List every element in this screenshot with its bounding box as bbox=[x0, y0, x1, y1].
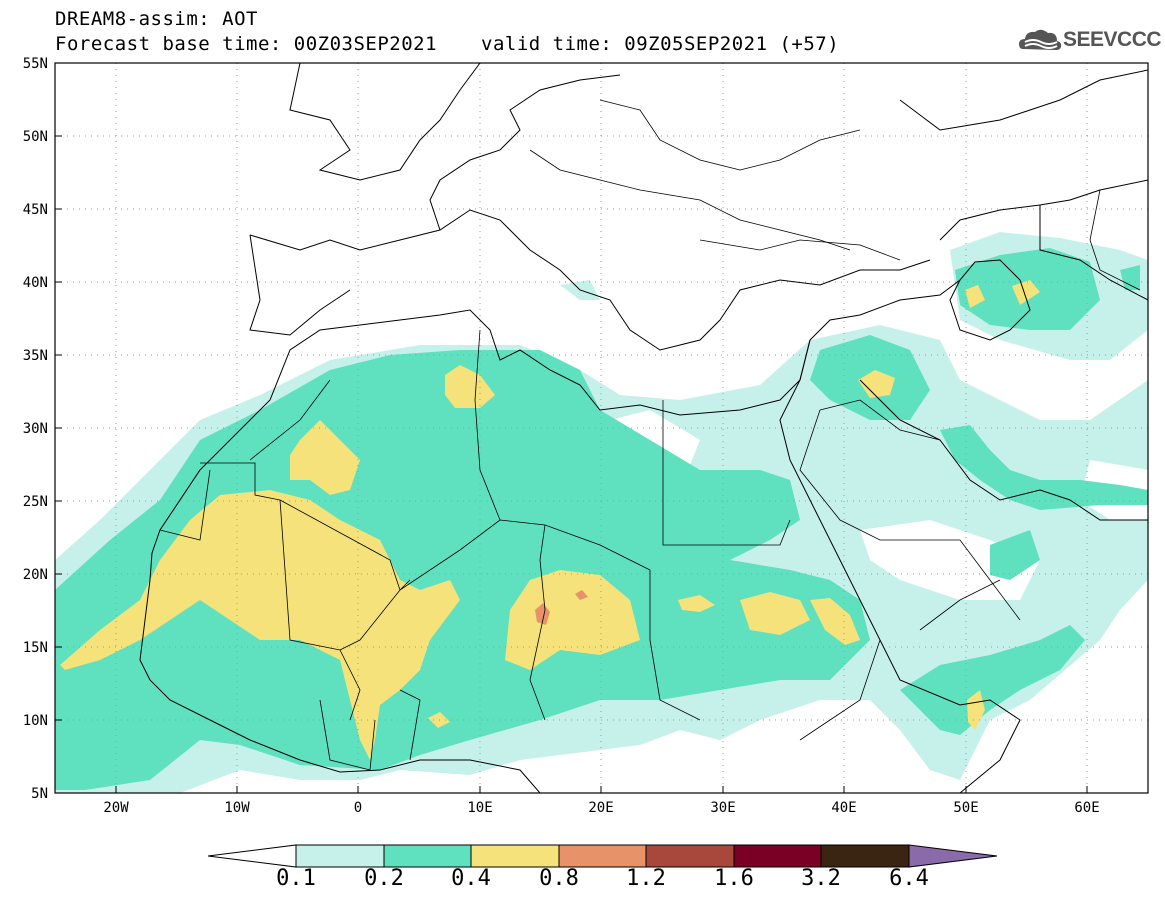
lon-label: 10E bbox=[467, 800, 492, 816]
logo-text: SEEVCCC bbox=[1063, 28, 1162, 51]
aot-level-0.4 bbox=[290, 420, 360, 495]
map-title: DREAM8-assim: AOT bbox=[55, 8, 258, 30]
lon-label: 40E bbox=[831, 800, 856, 816]
colorbar-tick-label: 0.1 bbox=[276, 866, 316, 891]
lon-label: 0 bbox=[354, 800, 362, 816]
lat-label: 45N bbox=[23, 202, 48, 218]
colorbar-tick-label: 0.8 bbox=[539, 866, 579, 891]
colorbar-segment bbox=[558, 844, 647, 868]
aot-level-0.4 bbox=[678, 595, 715, 612]
colorbar-segment bbox=[733, 844, 822, 868]
lat-label: 25N bbox=[23, 494, 48, 510]
lat-label: 30N bbox=[23, 421, 48, 437]
aot-level-0.4 bbox=[445, 365, 495, 408]
colorbar-segment bbox=[645, 844, 735, 868]
colorbar-tick-label: 1.6 bbox=[714, 866, 754, 891]
colorbar-tick-label: 1.2 bbox=[626, 866, 666, 891]
aot-level-0.2 bbox=[990, 530, 1040, 580]
colorbar-tick-label: 0.2 bbox=[364, 866, 404, 891]
lat-label: 20N bbox=[23, 567, 48, 583]
colorbar-tick-label: 0.4 bbox=[451, 866, 491, 891]
aot-level-0.4 bbox=[810, 598, 860, 645]
colorbar-tick-label: 6.4 bbox=[889, 866, 929, 891]
colorbar bbox=[207, 844, 998, 868]
aot-level-0.2 bbox=[900, 625, 1085, 735]
colorbar-segment bbox=[470, 844, 560, 868]
coastlines bbox=[139, 63, 1148, 793]
lat-label: 15N bbox=[23, 640, 48, 656]
country-borders bbox=[159, 99, 1141, 771]
colorbar-tick-label: 3.2 bbox=[801, 866, 841, 891]
lat-label: 35N bbox=[23, 348, 48, 364]
lat-label: 5N bbox=[31, 786, 48, 802]
aot-level-0.4 bbox=[858, 370, 895, 398]
aot-level-0.4 bbox=[965, 285, 985, 308]
lon-label: 50E bbox=[953, 800, 978, 816]
aot-level-0.2 bbox=[940, 425, 1148, 510]
lat-label: 40N bbox=[23, 275, 48, 291]
aot-level-0.2 bbox=[1120, 265, 1140, 290]
longitude-labels: 20W 10W 0 10E 20E 30E 40E 50E 60E bbox=[103, 800, 1099, 816]
lon-label: 10W bbox=[224, 800, 250, 816]
lat-label: 10N bbox=[23, 713, 48, 729]
aot-level-0.4 bbox=[505, 570, 640, 670]
aot-contours bbox=[55, 232, 1148, 793]
forecast-base-time: Forecast base time: 00Z03SEP2021 bbox=[55, 33, 438, 55]
lon-label: 20E bbox=[588, 800, 613, 816]
axis-ticks bbox=[55, 62, 1088, 793]
aot-level-0.4 bbox=[740, 592, 810, 635]
latitude-labels: 55N 50N 45N 40N 35N 30N 25N 20N 15N 10N … bbox=[23, 56, 48, 802]
lat-label: 55N bbox=[23, 56, 48, 72]
aot-level-0.4 bbox=[967, 690, 985, 730]
lon-label: 20W bbox=[103, 800, 129, 816]
lon-label: 30E bbox=[710, 800, 735, 816]
aot-level-0.8 bbox=[575, 590, 588, 600]
colorbar-segment bbox=[383, 844, 472, 868]
aot-level-0.8 bbox=[535, 603, 550, 625]
aot-level-0.2 bbox=[55, 350, 870, 790]
cloud-icon bbox=[1019, 29, 1062, 50]
lat-label: 50N bbox=[23, 129, 48, 145]
graticule bbox=[55, 63, 1148, 793]
colorbar-over-arrow bbox=[908, 844, 998, 868]
aot-level-0.4 bbox=[60, 490, 460, 760]
lon-label: 60E bbox=[1074, 800, 1099, 816]
colorbar-segment bbox=[295, 844, 385, 868]
colorbar-segment bbox=[820, 844, 910, 868]
colorbar-under-arrow bbox=[207, 844, 297, 868]
valid-time: valid time: 09Z05SEP2021 (+57) bbox=[481, 33, 840, 55]
aot-level-0.4 bbox=[1012, 280, 1040, 305]
